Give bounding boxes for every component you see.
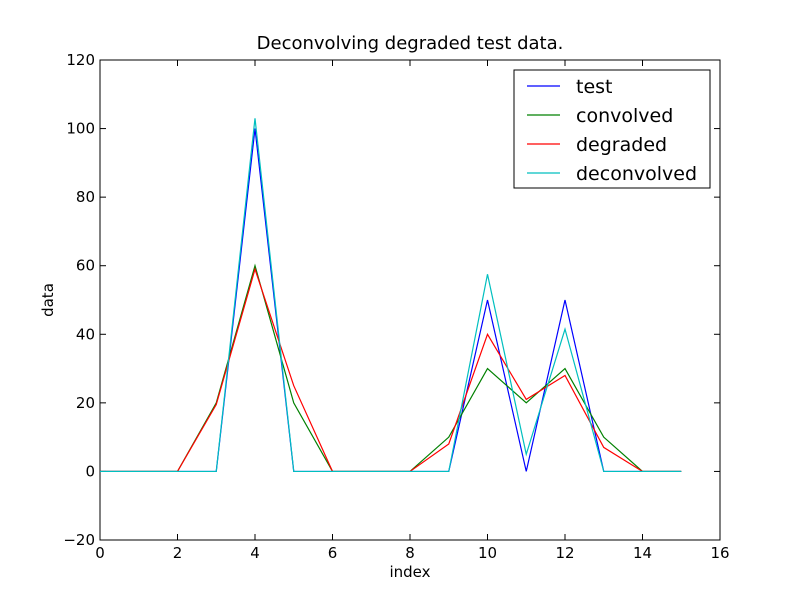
x-tick-label: 14 xyxy=(633,544,652,562)
x-tick-label: 6 xyxy=(328,544,338,562)
legend-label-convolved: convolved xyxy=(576,105,673,127)
y-axis-label: data xyxy=(39,283,57,317)
legend-label-degraded: degraded xyxy=(576,134,667,156)
series-line-deconvolved xyxy=(100,118,682,473)
series-lines xyxy=(100,118,682,473)
legend: test convolved degraded deconvolved xyxy=(513,69,711,189)
chart-title: Deconvolving degraded test data. xyxy=(257,33,564,54)
x-tick-label: 0 xyxy=(95,544,105,562)
x-tick-label: 12 xyxy=(555,544,574,562)
x-tick-label: 8 xyxy=(405,544,415,562)
legend-box xyxy=(513,69,711,189)
legend-label-deconvolved: deconvolved xyxy=(576,163,697,185)
x-tick-label: 10 xyxy=(478,544,497,562)
y-tick-label: −20 xyxy=(63,531,95,549)
x-tick-label: 16 xyxy=(710,544,729,562)
x-tick-label: 2 xyxy=(173,544,183,562)
y-tick-label: 80 xyxy=(76,188,95,206)
y-tick-label: 0 xyxy=(85,462,95,480)
legend-label-test: test xyxy=(576,76,613,98)
y-tick-label: 120 xyxy=(66,51,95,69)
y-tick-label: 20 xyxy=(76,394,95,412)
y-tick-label: 40 xyxy=(76,325,95,343)
x-tick-label: 4 xyxy=(250,544,260,562)
x-axis-label: index xyxy=(389,563,430,581)
y-tick-label: 100 xyxy=(66,120,95,138)
y-tick-label: 60 xyxy=(76,257,95,275)
